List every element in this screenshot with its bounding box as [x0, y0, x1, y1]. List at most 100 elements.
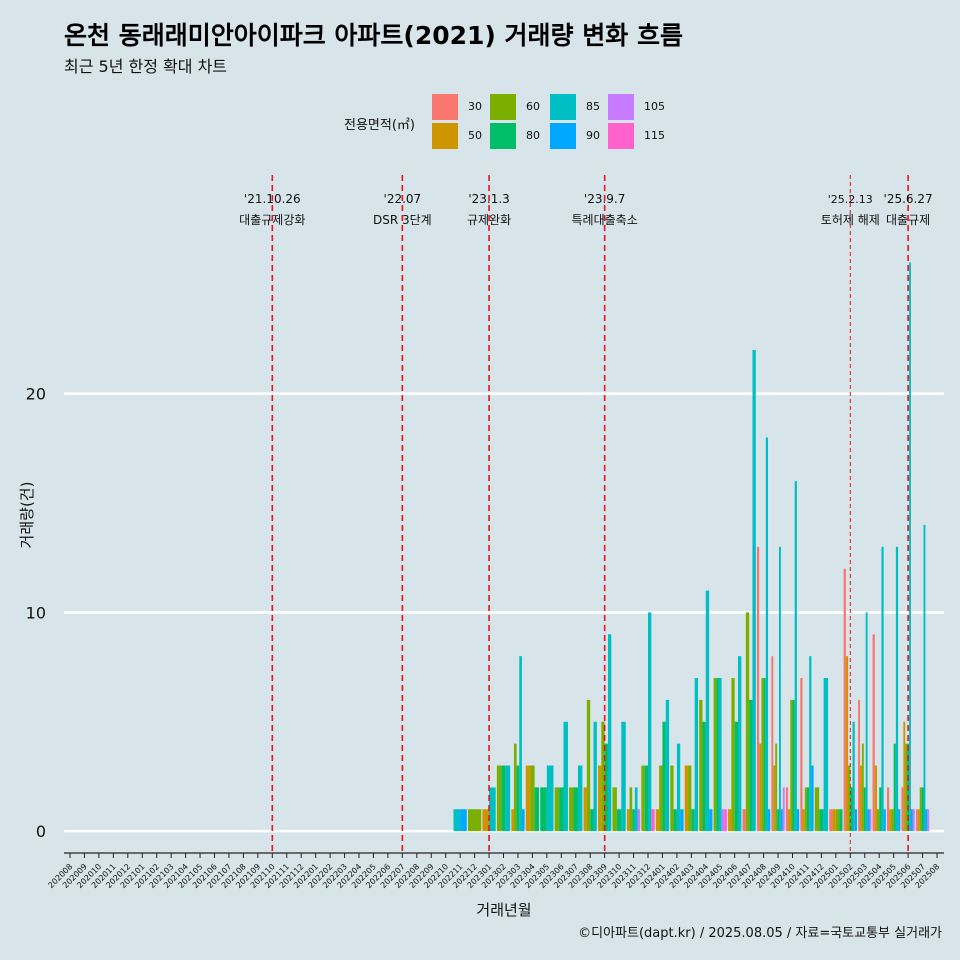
legend-label: 60 [526, 100, 540, 113]
bar-80-202403 [691, 809, 695, 832]
bar-85-202310 [621, 721, 626, 832]
chart-title: 온천 동래래미안아이파크 아파트(2021) 거래량 변화 흐름 [64, 21, 683, 50]
bar-85-202407 [752, 349, 756, 832]
bar-85-202402 [676, 743, 681, 832]
y-axis-title: 거래량(건) [18, 482, 36, 549]
bar-30-202504 [872, 634, 875, 832]
bar-80-202302 [501, 765, 506, 832]
bar-80-202307 [573, 787, 578, 832]
event-date: '25.6.27 [884, 192, 933, 206]
bar-80-202503 [863, 787, 866, 832]
bar-60-202404 [699, 699, 703, 832]
y-tick-label: 10 [26, 603, 46, 622]
bar-90-202408 [768, 809, 771, 832]
legend-item-80: 80 [490, 121, 540, 150]
bar-30-202411 [800, 678, 803, 832]
bar-50-202507 [917, 809, 920, 832]
bar-105-202507 [927, 809, 930, 832]
bar-80-202311 [632, 809, 635, 832]
bar-60-202310 [612, 787, 617, 832]
legend-swatch [608, 122, 634, 149]
event-label: 토허제 해제 [821, 213, 880, 227]
bar-85-202309 [607, 634, 612, 832]
bar-90-202507 [925, 809, 928, 832]
bar-60-202312 [641, 765, 645, 832]
bar-50-202506 [903, 721, 906, 832]
bar-30-202501 [829, 809, 833, 832]
bar-85-202311 [634, 787, 638, 832]
bar-50-202410 [788, 809, 791, 832]
bar-105-202409 [782, 787, 785, 832]
bar-60-202302 [496, 765, 502, 832]
bar-85-202412 [823, 678, 829, 832]
y-tick-label: 0 [36, 822, 46, 841]
bar-50-202309 [598, 765, 602, 832]
bar-80-202306 [559, 787, 564, 832]
y-tick-label: 20 [26, 385, 46, 404]
legend-item-60: 60 [490, 92, 540, 121]
bar-90-202503 [867, 809, 870, 832]
bar-85-202301 [489, 787, 496, 832]
bar-60-202507 [919, 787, 922, 832]
bar-85-202405 [718, 678, 722, 832]
event-label: 대출규제강화 [239, 213, 305, 227]
bar-85-202410 [794, 481, 797, 832]
bar-50-202503 [860, 765, 862, 832]
bar-60-202504 [876, 809, 880, 832]
bar-30-202408 [756, 546, 760, 832]
bar-50-202311 [626, 809, 630, 832]
bar-50-202502 [845, 656, 849, 832]
bar-90-202506 [910, 809, 913, 832]
bar-50-202304 [525, 765, 531, 832]
bar-85-202305 [546, 765, 554, 832]
bar-85-202306 [563, 721, 568, 832]
event-date: '21.10.26 [244, 192, 301, 206]
bar-85-202503 [865, 612, 868, 832]
bar-60-202311 [629, 787, 633, 832]
bar-85-202307 [577, 765, 583, 832]
bar-85-202312 [648, 612, 652, 832]
bar-60-202401 [659, 765, 663, 832]
bar-85-202506 [909, 262, 911, 832]
legend-label: 50 [468, 129, 482, 142]
bar-80-202412 [819, 809, 824, 832]
bar-80-202304 [534, 787, 540, 832]
bar-85-202507 [923, 524, 926, 832]
caption: ©디아파트(dapt.kr) / 2025.08.05 / 자료=국토교통부 실… [578, 926, 942, 941]
bar-80-202401 [662, 721, 666, 832]
bar-50-202401 [655, 809, 660, 832]
bar-80-202407 [749, 699, 753, 832]
bar-30-202506 [901, 787, 904, 832]
bar-60-202409 [775, 743, 778, 832]
bar-80-202408 [763, 678, 766, 832]
bar-50-202403 [684, 765, 689, 832]
chart-subtitle: 최근 5년 한정 확대 차트 [64, 57, 228, 76]
bar-30-202407 [742, 809, 746, 832]
bar-85-202408 [765, 437, 769, 832]
bar-60-202411 [804, 787, 807, 832]
event-label: 대출규제 [886, 213, 930, 227]
bar-80-202502 [850, 787, 853, 832]
bar-85-202308 [593, 721, 597, 832]
bar-60-202408 [761, 678, 764, 832]
bar-80-202406 [734, 721, 739, 832]
bar-60-202306 [554, 787, 560, 832]
bar-30-202409 [771, 656, 774, 832]
event-date: '25.2.13 [828, 193, 873, 206]
bar-60-202303 [513, 743, 517, 832]
bar-90-202404 [709, 809, 713, 832]
bar-85-202505 [895, 546, 899, 832]
event-label: 규제완화 [467, 213, 511, 227]
legend-label: 30 [468, 100, 482, 113]
bar-90-202409 [780, 809, 783, 832]
bar-50-202406 [728, 809, 732, 832]
bar-60-202406 [731, 678, 735, 832]
bar-85-202504 [881, 546, 884, 832]
bar-80-202409 [777, 809, 779, 832]
bar-90-202402 [680, 809, 684, 832]
bar-90-202303 [521, 809, 525, 832]
legend-swatch [432, 93, 458, 120]
bar-80-202308 [590, 809, 594, 832]
bar-60-202505 [891, 809, 894, 832]
